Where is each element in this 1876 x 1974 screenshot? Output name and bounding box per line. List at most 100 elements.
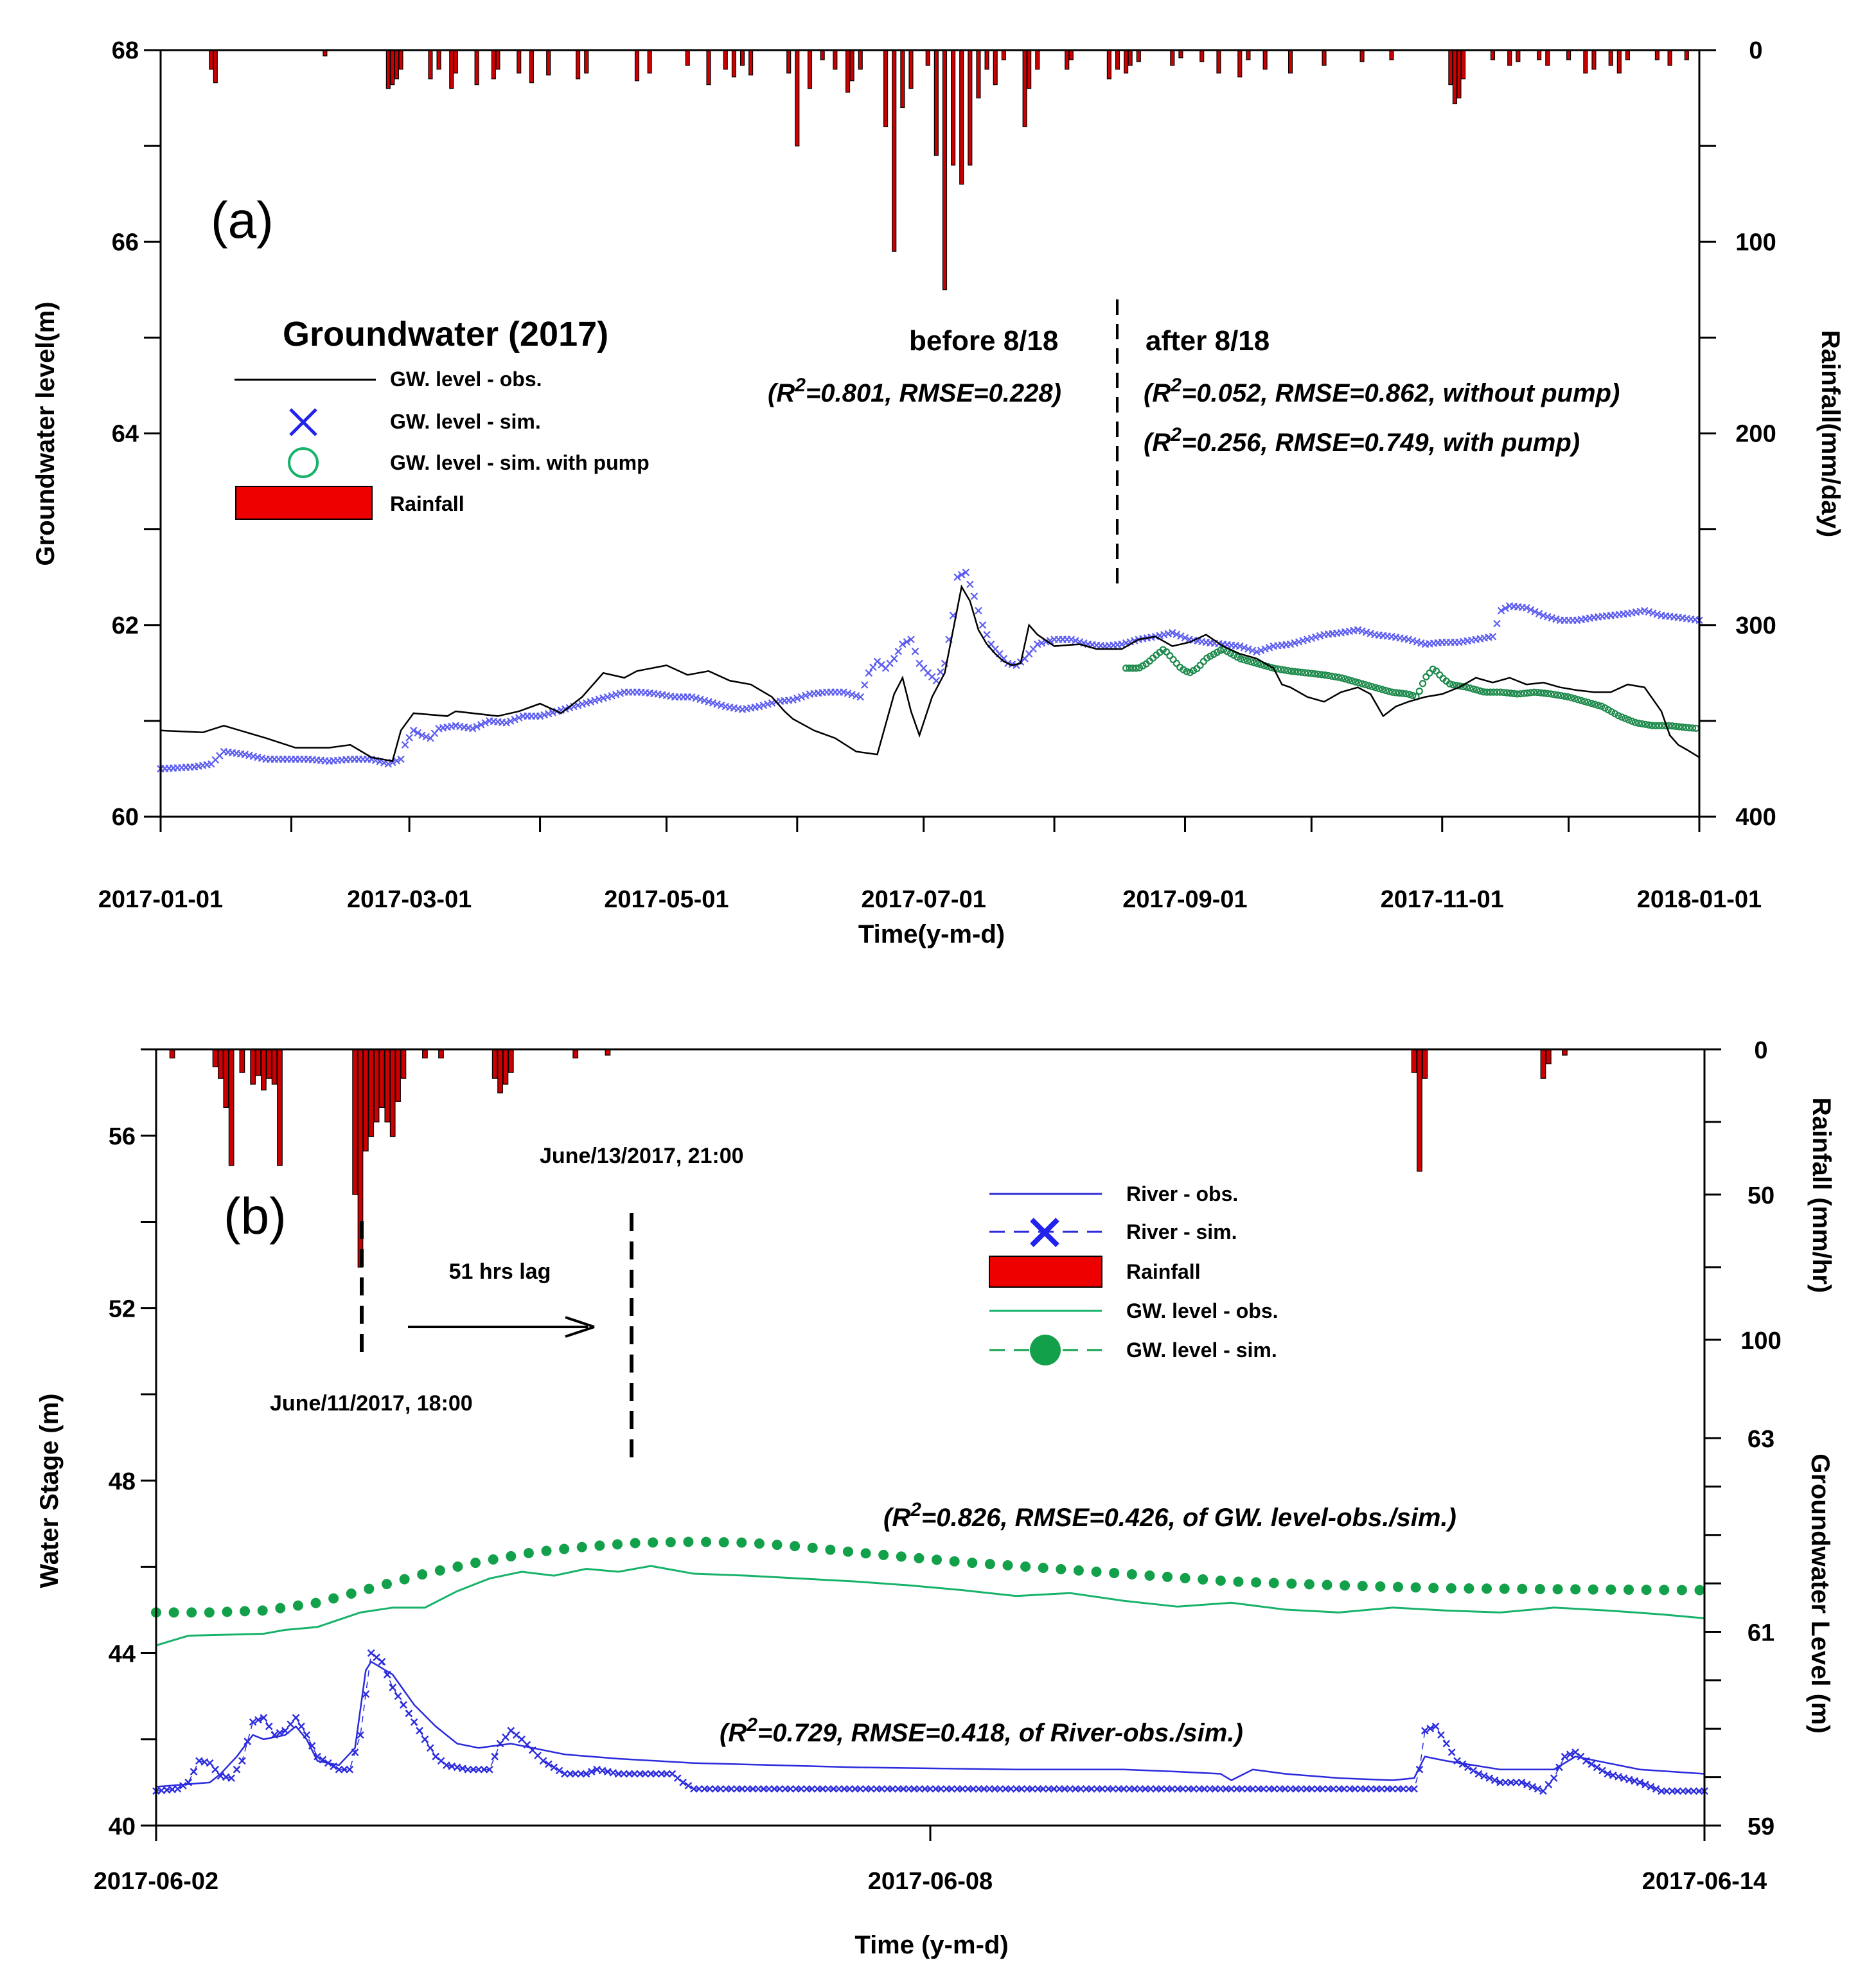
river-sim-cross	[969, 1785, 977, 1793]
river-sim-cross	[534, 1752, 542, 1759]
pump-circle-marker	[1520, 689, 1528, 697]
after-title: after 8/18	[1146, 325, 1270, 357]
river-sim-cross	[1383, 1785, 1392, 1793]
b-x-tick-label: 2017-06-14	[1642, 1868, 1767, 1895]
gw-sim-dot	[381, 1579, 392, 1590]
rain-bar	[1001, 49, 1006, 60]
rain-bar-hourly	[1545, 1049, 1552, 1065]
gw-sim-dot	[1624, 1584, 1634, 1595]
river-sim-cross	[684, 1782, 693, 1790]
sim-cross-marker	[401, 741, 409, 749]
gw-sim-dot	[1038, 1563, 1049, 1574]
river-sim-cross	[1082, 1785, 1090, 1793]
a-x-tick-label: 2018-01-01	[1637, 886, 1762, 913]
sim-cross-marker	[384, 760, 393, 768]
sim-cross-marker	[1552, 615, 1560, 623]
sim-cross-marker	[768, 699, 776, 707]
river-sim-cross	[1512, 1779, 1520, 1786]
sim-cross-marker	[468, 725, 477, 733]
rain-bar	[1216, 49, 1221, 74]
rain-bar	[1237, 49, 1243, 78]
river-sim-cross	[598, 1766, 606, 1775]
sim-cross-marker	[1126, 638, 1134, 646]
river-sim-cross	[448, 1762, 456, 1770]
gw-sim-dot	[1144, 1570, 1155, 1581]
pump-circle-marker	[1486, 688, 1494, 696]
panel-b-label: (b)	[224, 1187, 287, 1245]
gw-sim-dot	[736, 1537, 747, 1548]
river-sim-cross	[1361, 1785, 1370, 1793]
river-sim-cross	[1055, 1785, 1063, 1793]
sim-cross-marker	[1181, 634, 1189, 642]
gw-sim-dot	[1286, 1578, 1297, 1589]
sim-cross-marker	[1417, 639, 1425, 647]
pump-circle-marker	[1409, 691, 1417, 699]
sim-cross-marker	[764, 700, 772, 708]
river-sim-cross	[496, 1739, 504, 1748]
river-sim-cross	[1469, 1766, 1478, 1775]
rain-bar	[529, 49, 534, 84]
pump-circle-marker	[1594, 702, 1602, 709]
river-sim-cross	[749, 1785, 757, 1793]
gw-sim-dot	[1393, 1581, 1404, 1592]
pump-circle-marker	[1307, 670, 1315, 677]
gw-sim-dot	[488, 1554, 499, 1565]
gw-sim-dot	[1482, 1583, 1492, 1594]
sim-cross-marker	[932, 677, 941, 685]
rain-bar	[1128, 49, 1133, 66]
pump-circle-marker	[1253, 660, 1261, 668]
pump-circle-marker	[1385, 688, 1393, 695]
rain-bar	[634, 49, 640, 82]
pump-circle-marker	[1392, 689, 1400, 697]
river-sim-cross	[996, 1785, 1004, 1793]
pump-circle-marker	[1301, 669, 1309, 677]
pump-circle-marker	[1463, 683, 1471, 691]
sim-cross-marker	[1303, 636, 1311, 643]
river-sim-cross	[1437, 1731, 1445, 1739]
rain-bar	[984, 49, 989, 70]
pump-circle-marker	[1277, 666, 1285, 673]
b-y-tick-label: 40	[109, 1813, 136, 1840]
sim-cross-marker	[978, 621, 987, 629]
rain-bar-hourly	[169, 1049, 175, 1059]
sim-cross-marker	[418, 731, 426, 740]
sim-cross-marker	[687, 693, 696, 701]
rain-bar	[723, 49, 728, 70]
sim-cross-marker	[473, 723, 481, 731]
river-sim-cross	[378, 1658, 386, 1666]
rain-bar	[849, 49, 854, 82]
river-sim-cross	[1302, 1785, 1311, 1793]
pump-circle-marker	[1274, 665, 1282, 673]
sim-cross-marker	[405, 734, 413, 742]
river-sim-cross	[1518, 1779, 1526, 1786]
pump-circle-marker	[1476, 687, 1484, 695]
pump-circle-marker	[1183, 668, 1190, 675]
river-sim-cross	[1276, 1785, 1284, 1793]
pump-circle-marker	[1338, 674, 1346, 682]
rain-bar	[976, 49, 981, 99]
rain-bar	[1136, 49, 1141, 62]
pump-circle-marker	[1449, 681, 1457, 689]
rain-bar-hourly	[502, 1049, 509, 1085]
river-sim-cross	[577, 1770, 585, 1778]
panel-b: 40 44 48 52 56 0 50 100 59 61 63 2017-06-02 2017-06-…	[35, 1037, 1836, 1959]
gw-sim-dot	[1233, 1576, 1244, 1587]
river-sim-cross	[1190, 1785, 1198, 1793]
river-sim-cross	[754, 1785, 763, 1793]
gw-sim-dot	[310, 1597, 321, 1608]
river-sim-cross	[566, 1770, 574, 1778]
river-sim-cross	[443, 1761, 450, 1769]
gw-sim-dot	[1109, 1567, 1120, 1578]
river-sim-cross	[614, 1770, 623, 1778]
river-sim-cross	[1496, 1779, 1504, 1786]
pump-circle-marker	[1132, 664, 1140, 672]
rain-bar	[1452, 49, 1457, 105]
pump-circle-marker	[1540, 689, 1548, 697]
gw-sim-dot	[1588, 1584, 1598, 1595]
river-sim-cross	[867, 1785, 875, 1793]
rain-bar	[892, 49, 897, 252]
river-sim-cross	[1550, 1774, 1558, 1783]
sim-cross-marker	[1404, 636, 1413, 643]
river-sim-cross	[1281, 1785, 1289, 1793]
river-sim-cross	[1695, 1787, 1703, 1795]
